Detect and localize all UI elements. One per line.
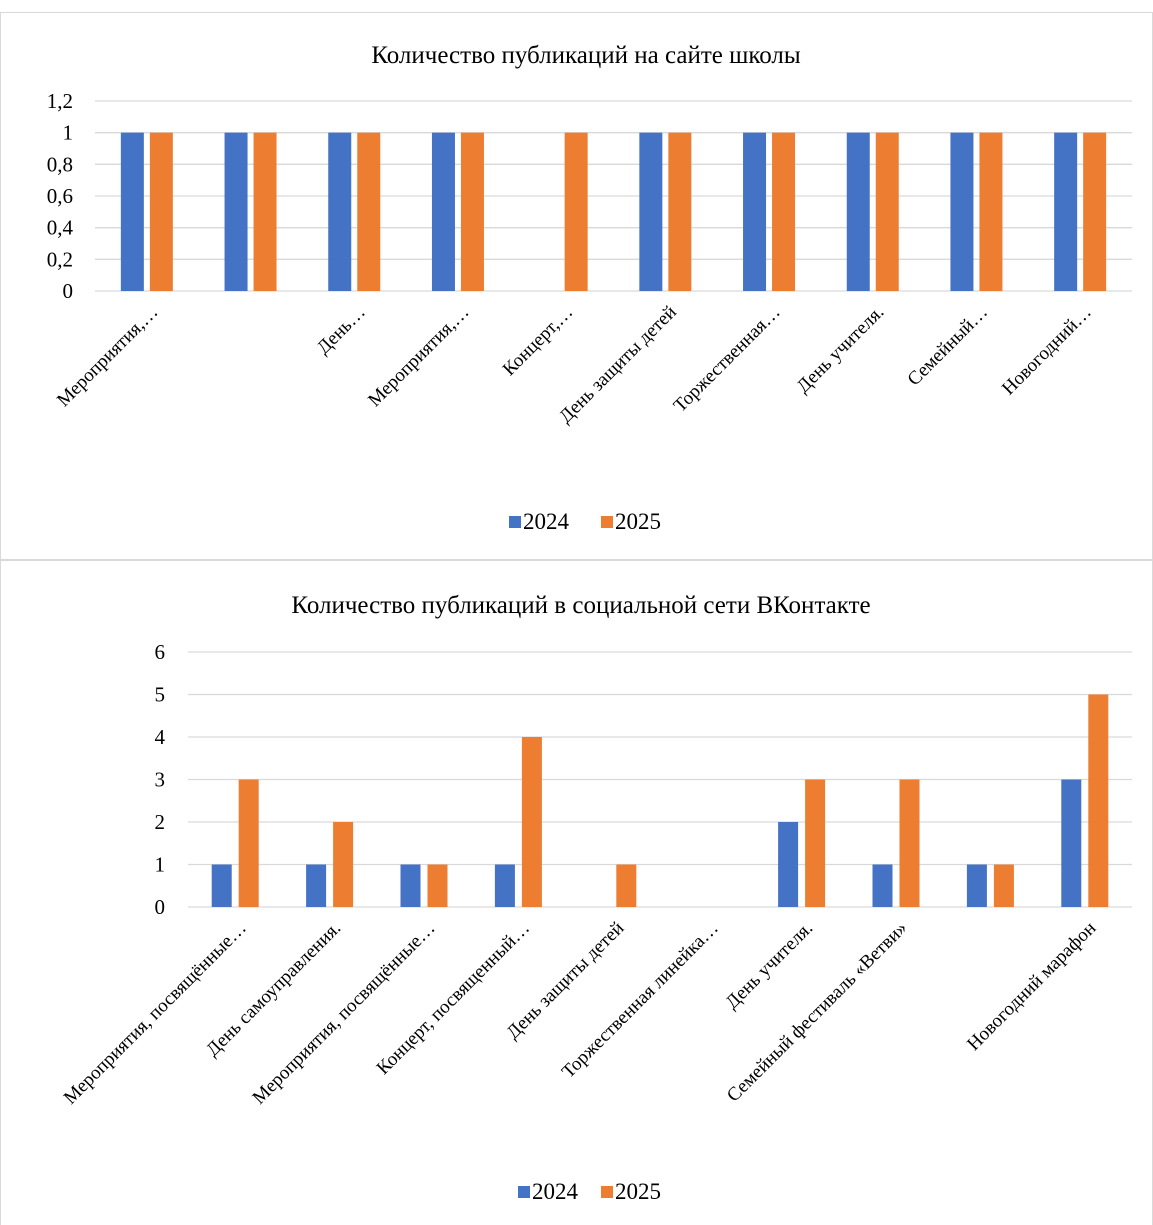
bar-2024-3 [328, 132, 352, 291]
legend-label-2025: 2025 [615, 1179, 661, 1204]
legend-label-2025: 2025 [615, 509, 661, 534]
category-label: Концерт, посвященный… [373, 918, 534, 1079]
bar-2025-4 [521, 737, 542, 907]
bar-2024-10 [1061, 779, 1082, 907]
bar-2024-1 [120, 132, 144, 291]
y-tick-label: 1,2 [47, 89, 73, 113]
category-label: День учителя. [793, 302, 889, 398]
legend-swatch-2024 [509, 516, 521, 528]
y-tick-label: 5 [155, 683, 166, 707]
legend: 2024 2025 [509, 509, 661, 534]
bar-2024-9 [950, 132, 974, 291]
bar-2025-9 [993, 864, 1014, 907]
bar-2025-5 [564, 132, 588, 291]
category-label: Новогодний марафон [963, 918, 1100, 1055]
bar-2024-4 [494, 864, 515, 907]
y-tick-label: 0,6 [47, 184, 73, 208]
category-label: Мероприятия, посвящённые… [60, 918, 251, 1109]
category-label: Мероприятия,… [364, 302, 473, 411]
legend-label-2024: 2024 [523, 509, 570, 534]
y-tick-label: 0 [63, 279, 74, 303]
bar-2025-2 [253, 132, 277, 291]
legend-swatch-2025 [601, 1186, 613, 1198]
bar-2024-8 [846, 132, 870, 291]
category-label: Мероприятия, посвящённые… [249, 918, 440, 1109]
category-label: Семейный… [904, 302, 992, 390]
bar-2024-7 [743, 132, 767, 291]
bar-2024-9 [966, 864, 987, 907]
category-label: День… [313, 302, 370, 359]
bar-2024-4 [431, 132, 455, 291]
y-tick-label: 4 [155, 725, 166, 749]
bar-2025-8 [875, 132, 899, 291]
y-tick-label: 0,4 [47, 216, 74, 240]
category-label: Мероприятия,… [53, 302, 162, 411]
bar-2025-10 [1088, 694, 1109, 907]
y-tick-label: 2 [155, 810, 166, 834]
bar-2024-2 [306, 864, 327, 907]
y-tick-label: 3 [155, 768, 166, 792]
category-label: Торжественная… [670, 302, 785, 417]
y-tick-label: 0,8 [47, 152, 73, 176]
category-label: День защиты детей [555, 302, 681, 428]
bar-2025-1 [238, 779, 259, 907]
category-label: Концерт,… [499, 302, 577, 380]
bar-2025-2 [333, 822, 354, 907]
bar-2025-1 [149, 132, 173, 291]
chart-panel-site: 0 0,2 0,4 0,6 0,8 1 1,2 Мероприятия,… День… Мероп… [0, 12, 1153, 560]
bar-2025-4 [460, 132, 484, 291]
y-tick-label: 0,2 [47, 247, 73, 271]
bar-2025-3 [427, 864, 448, 907]
category-label: Торжественная линейка… [558, 918, 723, 1083]
bar-2024-1 [211, 864, 232, 907]
legend: 2024 2025 [518, 1179, 661, 1204]
bar-2024-7 [778, 822, 799, 907]
bar-2025-10 [1083, 132, 1107, 291]
bar-2025-5 [616, 864, 637, 907]
bar-2025-3 [357, 132, 381, 291]
bar-2025-6 [668, 132, 692, 291]
bar-2025-8 [899, 779, 920, 907]
bar-2025-9 [979, 132, 1003, 291]
legend-label-2024: 2024 [532, 1179, 579, 1204]
chart-title: Количество публикаций в социальной сети … [291, 592, 870, 619]
y-tick-label: 6 [155, 640, 166, 664]
bar-2024-10 [1054, 132, 1078, 291]
bar-2024-3 [400, 864, 421, 907]
bar-2024-6 [639, 132, 663, 291]
chart-title: Количество публикаций на сайте школы [371, 42, 801, 69]
bar-2024-8 [872, 864, 893, 907]
y-tick-label: 0 [155, 895, 166, 919]
category-label: День учителя. [722, 918, 818, 1014]
category-label: Семейный фестиваль «Ветви» [723, 918, 912, 1107]
y-tick-label: 1 [63, 121, 74, 145]
bar-2025-7 [772, 132, 796, 291]
legend-swatch-2024 [518, 1186, 530, 1198]
legend-swatch-2025 [601, 516, 613, 528]
bar-2025-7 [805, 779, 826, 907]
bar-2024-2 [224, 132, 248, 291]
chart-panel-vk: 0 1 2 3 4 5 6 Мероприятия, посвящённые… День сам… [0, 560, 1153, 1225]
category-label: Новогодний… [998, 302, 1096, 400]
y-tick-label: 1 [155, 853, 166, 877]
